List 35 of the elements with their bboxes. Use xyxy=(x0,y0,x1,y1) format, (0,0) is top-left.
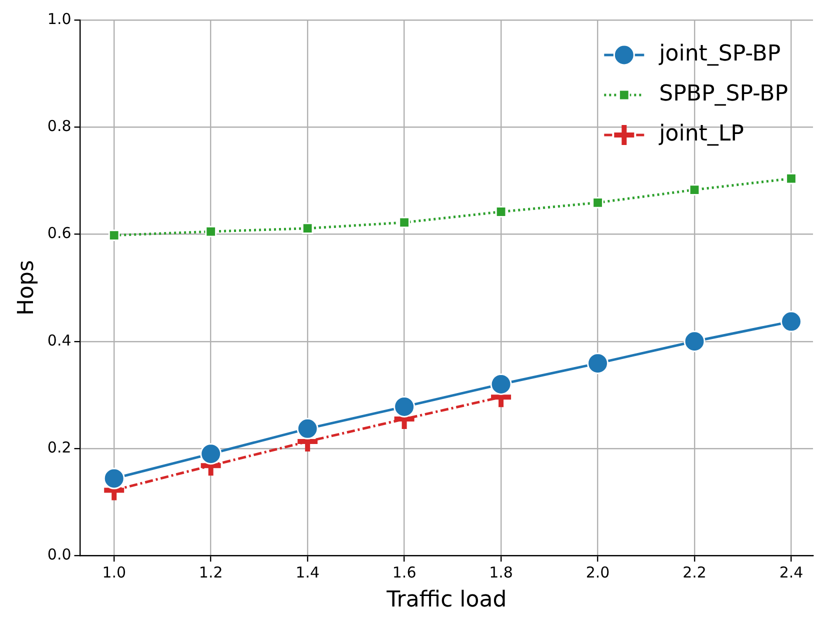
y-tick-label: 1.0 xyxy=(47,10,72,28)
x-tick-label: 1.4 xyxy=(296,563,320,582)
point xyxy=(688,184,700,196)
point xyxy=(786,172,797,184)
legend-label: joint_LP xyxy=(658,122,744,147)
point xyxy=(684,330,706,352)
point xyxy=(108,230,120,242)
x-tick-label: 1.8 xyxy=(489,563,513,582)
y-axis-title: Hops xyxy=(14,260,39,316)
point xyxy=(103,468,125,490)
point xyxy=(495,206,507,218)
point xyxy=(780,310,802,332)
y-tick-label: 0.0 xyxy=(47,545,72,564)
x-tick-label: 2.2 xyxy=(682,563,706,582)
y-tick-label: 0.4 xyxy=(47,331,72,350)
x-tick-label: 1.6 xyxy=(392,563,416,582)
point xyxy=(398,216,410,228)
point xyxy=(200,443,222,465)
x-tick-label: 1.0 xyxy=(102,563,126,582)
x-tick-label: 2.0 xyxy=(586,563,610,582)
legend-label: SPBP_SP-BP xyxy=(659,82,788,107)
y-tick-label: 0.2 xyxy=(47,438,72,456)
point xyxy=(587,352,609,374)
point xyxy=(302,222,314,234)
point xyxy=(394,396,416,418)
legend-label: joint_SP-BP xyxy=(658,42,781,67)
point xyxy=(592,196,604,208)
x-tick-label: 1.2 xyxy=(198,563,223,582)
x-axis-title: Traffic load xyxy=(386,588,507,613)
point xyxy=(490,373,512,395)
point xyxy=(296,418,318,440)
point xyxy=(205,226,217,238)
x-tick-label: 2.4 xyxy=(779,563,804,582)
y-tick-label: 0.8 xyxy=(47,117,72,136)
y-tick-label: 0.6 xyxy=(47,224,72,242)
